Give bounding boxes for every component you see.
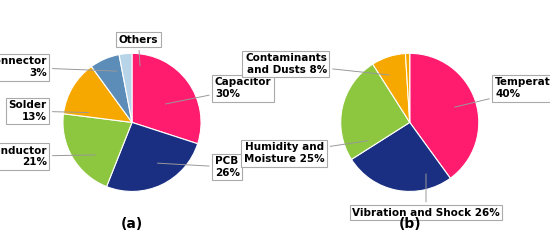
Wedge shape bbox=[351, 122, 450, 192]
Wedge shape bbox=[63, 114, 132, 186]
Text: Others: Others bbox=[119, 35, 158, 66]
Wedge shape bbox=[132, 53, 201, 144]
Wedge shape bbox=[410, 53, 479, 178]
Text: Contaminants
and Dusts 8%: Contaminants and Dusts 8% bbox=[245, 53, 389, 75]
Text: (a): (a) bbox=[121, 217, 143, 231]
Wedge shape bbox=[63, 66, 132, 122]
Text: (b): (b) bbox=[398, 217, 421, 231]
Wedge shape bbox=[405, 53, 410, 122]
Text: Humidity and
Moisture 25%: Humidity and Moisture 25% bbox=[244, 141, 368, 164]
Text: PCB
26%: PCB 26% bbox=[157, 156, 240, 178]
Text: Solder
13%: Solder 13% bbox=[9, 100, 89, 122]
Text: Semiconductor
21%: Semiconductor 21% bbox=[0, 146, 95, 167]
Wedge shape bbox=[91, 54, 132, 122]
Text: Temperature
40%: Temperature 40% bbox=[455, 78, 550, 107]
Wedge shape bbox=[107, 122, 197, 192]
Text: Vibration and Shock 26%: Vibration and Shock 26% bbox=[352, 174, 500, 218]
Text: Connector
3%: Connector 3% bbox=[0, 56, 117, 78]
Wedge shape bbox=[119, 53, 132, 122]
Wedge shape bbox=[373, 54, 410, 122]
Text: Capacitor
30%: Capacitor 30% bbox=[166, 78, 272, 104]
Wedge shape bbox=[340, 64, 410, 159]
